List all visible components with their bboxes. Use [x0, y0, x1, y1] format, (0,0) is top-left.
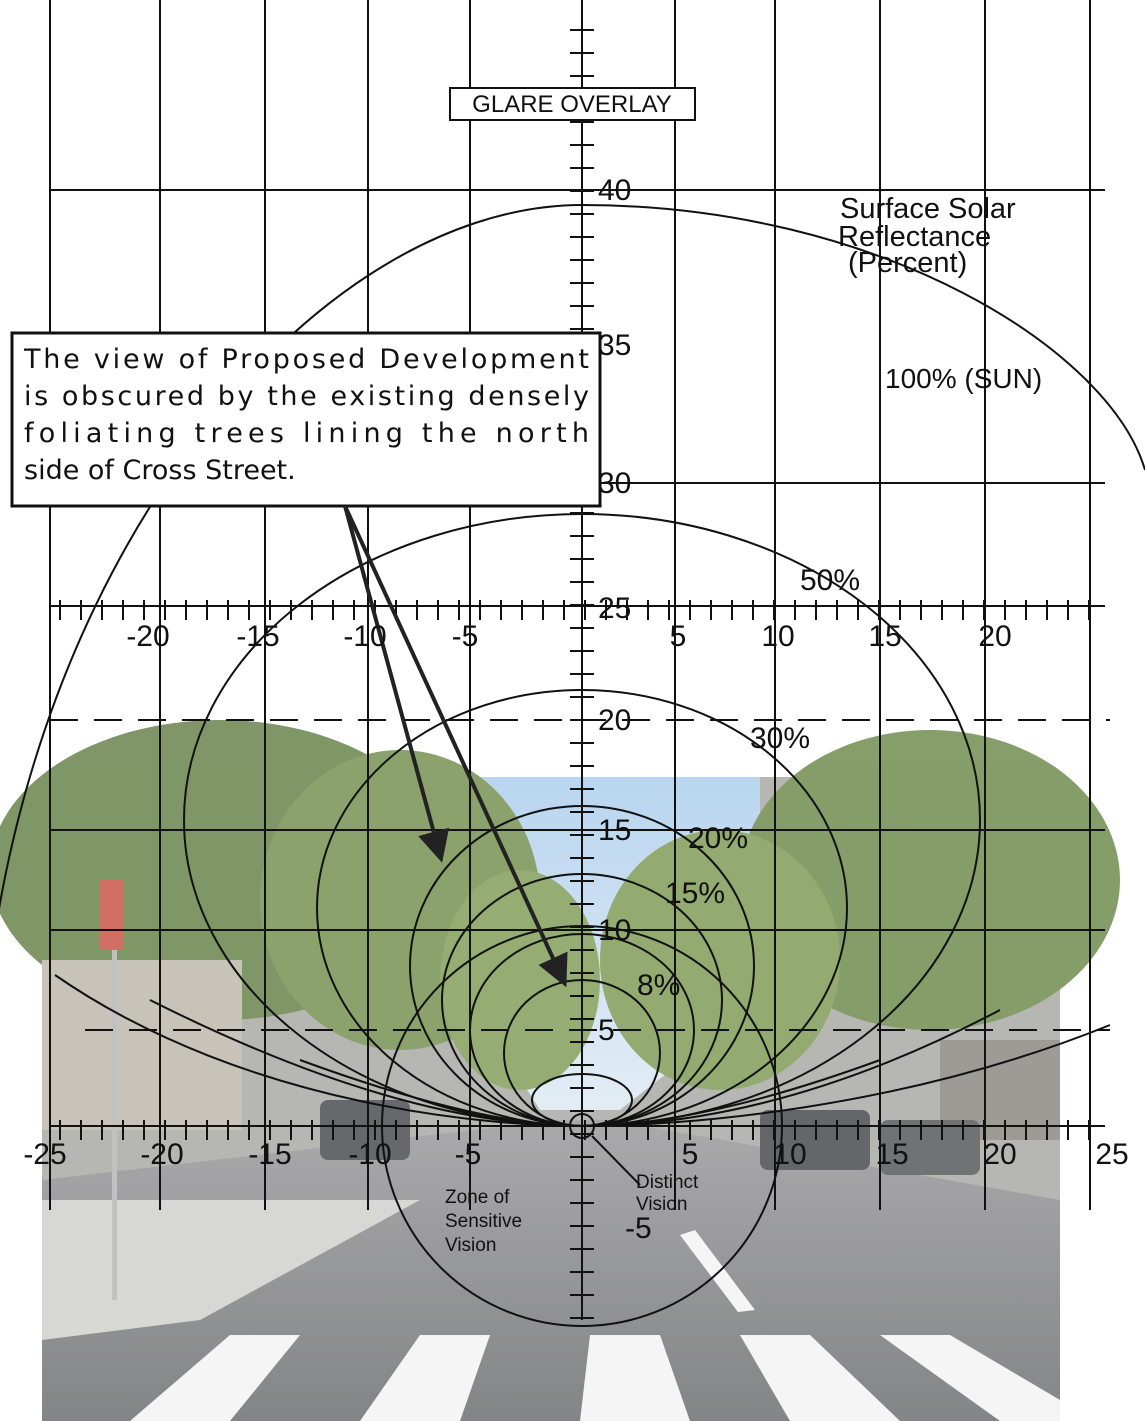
curve-label: 8% [637, 969, 680, 1002]
lower-axis-label: -15 [248, 1138, 291, 1171]
lower-axis-label: 5 [682, 1138, 699, 1171]
upper-axis-label: -5 [452, 620, 479, 653]
vertical-axis-label: 10 [598, 914, 631, 947]
lower-axis-label: -10 [348, 1138, 391, 1171]
vertical-axis-label: 35 [598, 329, 631, 362]
upper-axis-label: 10 [761, 620, 794, 653]
title-box [449, 87, 696, 121]
curve-label: 30% [750, 722, 810, 755]
vertical-axis-label: 30 [598, 467, 631, 500]
callout-arrows [343, 505, 568, 988]
upper-axis-label: 5 [670, 620, 687, 653]
vertical-axis-label: 15 [598, 814, 631, 847]
distinct-label: Vision [636, 1194, 687, 1215]
vertical-axis-label: 5 [598, 1014, 615, 1047]
upper-axis-label: 15 [868, 620, 901, 653]
street-photo [0, 720, 1120, 1421]
lower-axis-label: -5 [455, 1138, 482, 1171]
distinct-label: Distinct [636, 1172, 699, 1193]
vertical-axis-label: 25 [598, 592, 631, 625]
legend-title: Reflectance [838, 221, 991, 253]
legend-title: Surface Solar [840, 193, 1016, 225]
vertical-axis-label: 40 [598, 174, 631, 207]
lower-axis-label: -25 [23, 1138, 66, 1171]
curve-label: 50% [800, 564, 860, 597]
vertical-axis-label: 20 [598, 704, 631, 737]
vertical-axis-label: -5 [625, 1212, 652, 1245]
callout-box [10, 331, 602, 508]
callout-text: The view of Proposed Development [23, 344, 589, 375]
callout-text: is obscured by the existing densely [24, 381, 589, 412]
lower-axis-label: 20 [983, 1138, 1016, 1171]
lower-axis-label: -20 [140, 1138, 183, 1171]
title: GLARE OVERLAY [472, 91, 672, 118]
reflectance-curves [0, 203, 1145, 1327]
lower-axis-label: 10 [773, 1138, 806, 1171]
curve-label: 20% [688, 822, 748, 855]
upper-axis-label: -10 [343, 620, 386, 653]
curve-label: 100% (SUN) [885, 363, 1042, 394]
zone-label: Zone of [445, 1187, 510, 1208]
upper-axis-label: 20 [978, 620, 1011, 653]
lower-axis-label: 25 [1095, 1138, 1128, 1171]
callout-text: foliating trees lining the north [24, 418, 589, 449]
upper-axis-label: -15 [236, 620, 279, 653]
curve-label: 15% [665, 877, 725, 910]
zone-label: Vision [445, 1235, 496, 1256]
zone-label: Sensitive [445, 1211, 522, 1232]
upper-axis-label: -20 [126, 620, 169, 653]
lower-axis-label: 15 [875, 1138, 908, 1171]
legend-title: (Percent) [848, 247, 967, 279]
callout-text: side of Cross Street. [24, 455, 296, 486]
